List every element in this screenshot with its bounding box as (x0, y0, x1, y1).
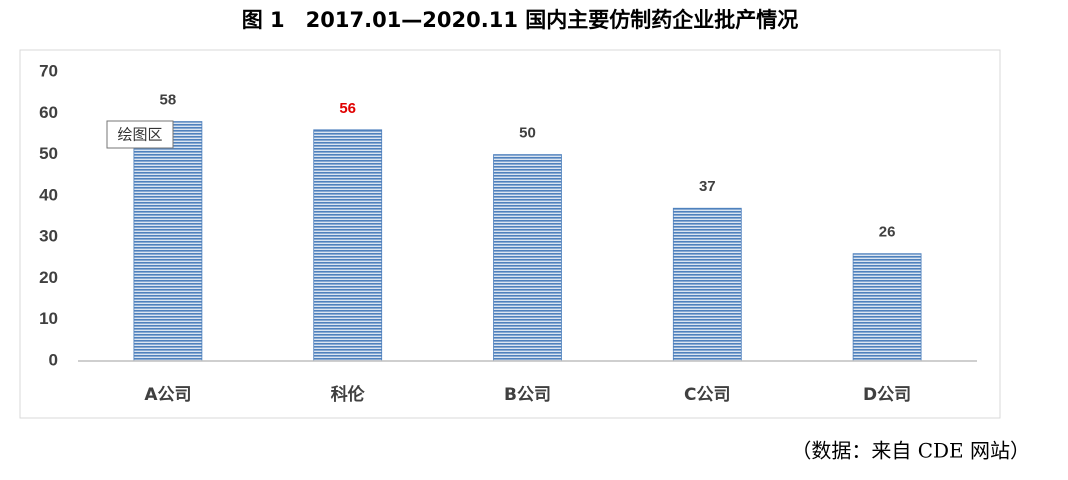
value-label: 26 (879, 224, 896, 241)
y-tick-label: 0 (49, 350, 58, 369)
bar (493, 154, 562, 362)
y-tick-label: 60 (39, 103, 58, 122)
x-tick-label: C公司 (684, 385, 730, 405)
y-tick-label: 50 (39, 144, 58, 163)
value-label: 50 (519, 125, 536, 142)
source-note: （数据：来自 CDE 网站） (791, 439, 1030, 463)
x-tick-label: D公司 (863, 385, 911, 405)
value-label: 37 (699, 178, 716, 195)
x-tick-label: B公司 (504, 385, 551, 405)
bar (852, 253, 922, 362)
value-label: 56 (339, 100, 356, 117)
x-tick-label: A公司 (144, 385, 191, 405)
y-tick-label: 10 (39, 309, 58, 328)
y-tick-label: 30 (39, 227, 58, 246)
chart-title: 图 1 2017.01—2020.11 国内主要仿制药企业批产情况 (242, 8, 799, 32)
bar (313, 129, 383, 362)
bar (672, 207, 742, 362)
tooltip: 绘图区 (117, 126, 162, 144)
value-label: 58 (160, 92, 177, 109)
tooltip-box (106, 120, 174, 149)
x-tick-label: 科伦 (331, 384, 366, 405)
y-tick-label: 20 (39, 268, 58, 287)
bar (133, 121, 203, 362)
chart-border (19, 49, 1001, 419)
y-tick-label: 70 (39, 61, 58, 80)
y-tick-label: 40 (39, 185, 58, 204)
